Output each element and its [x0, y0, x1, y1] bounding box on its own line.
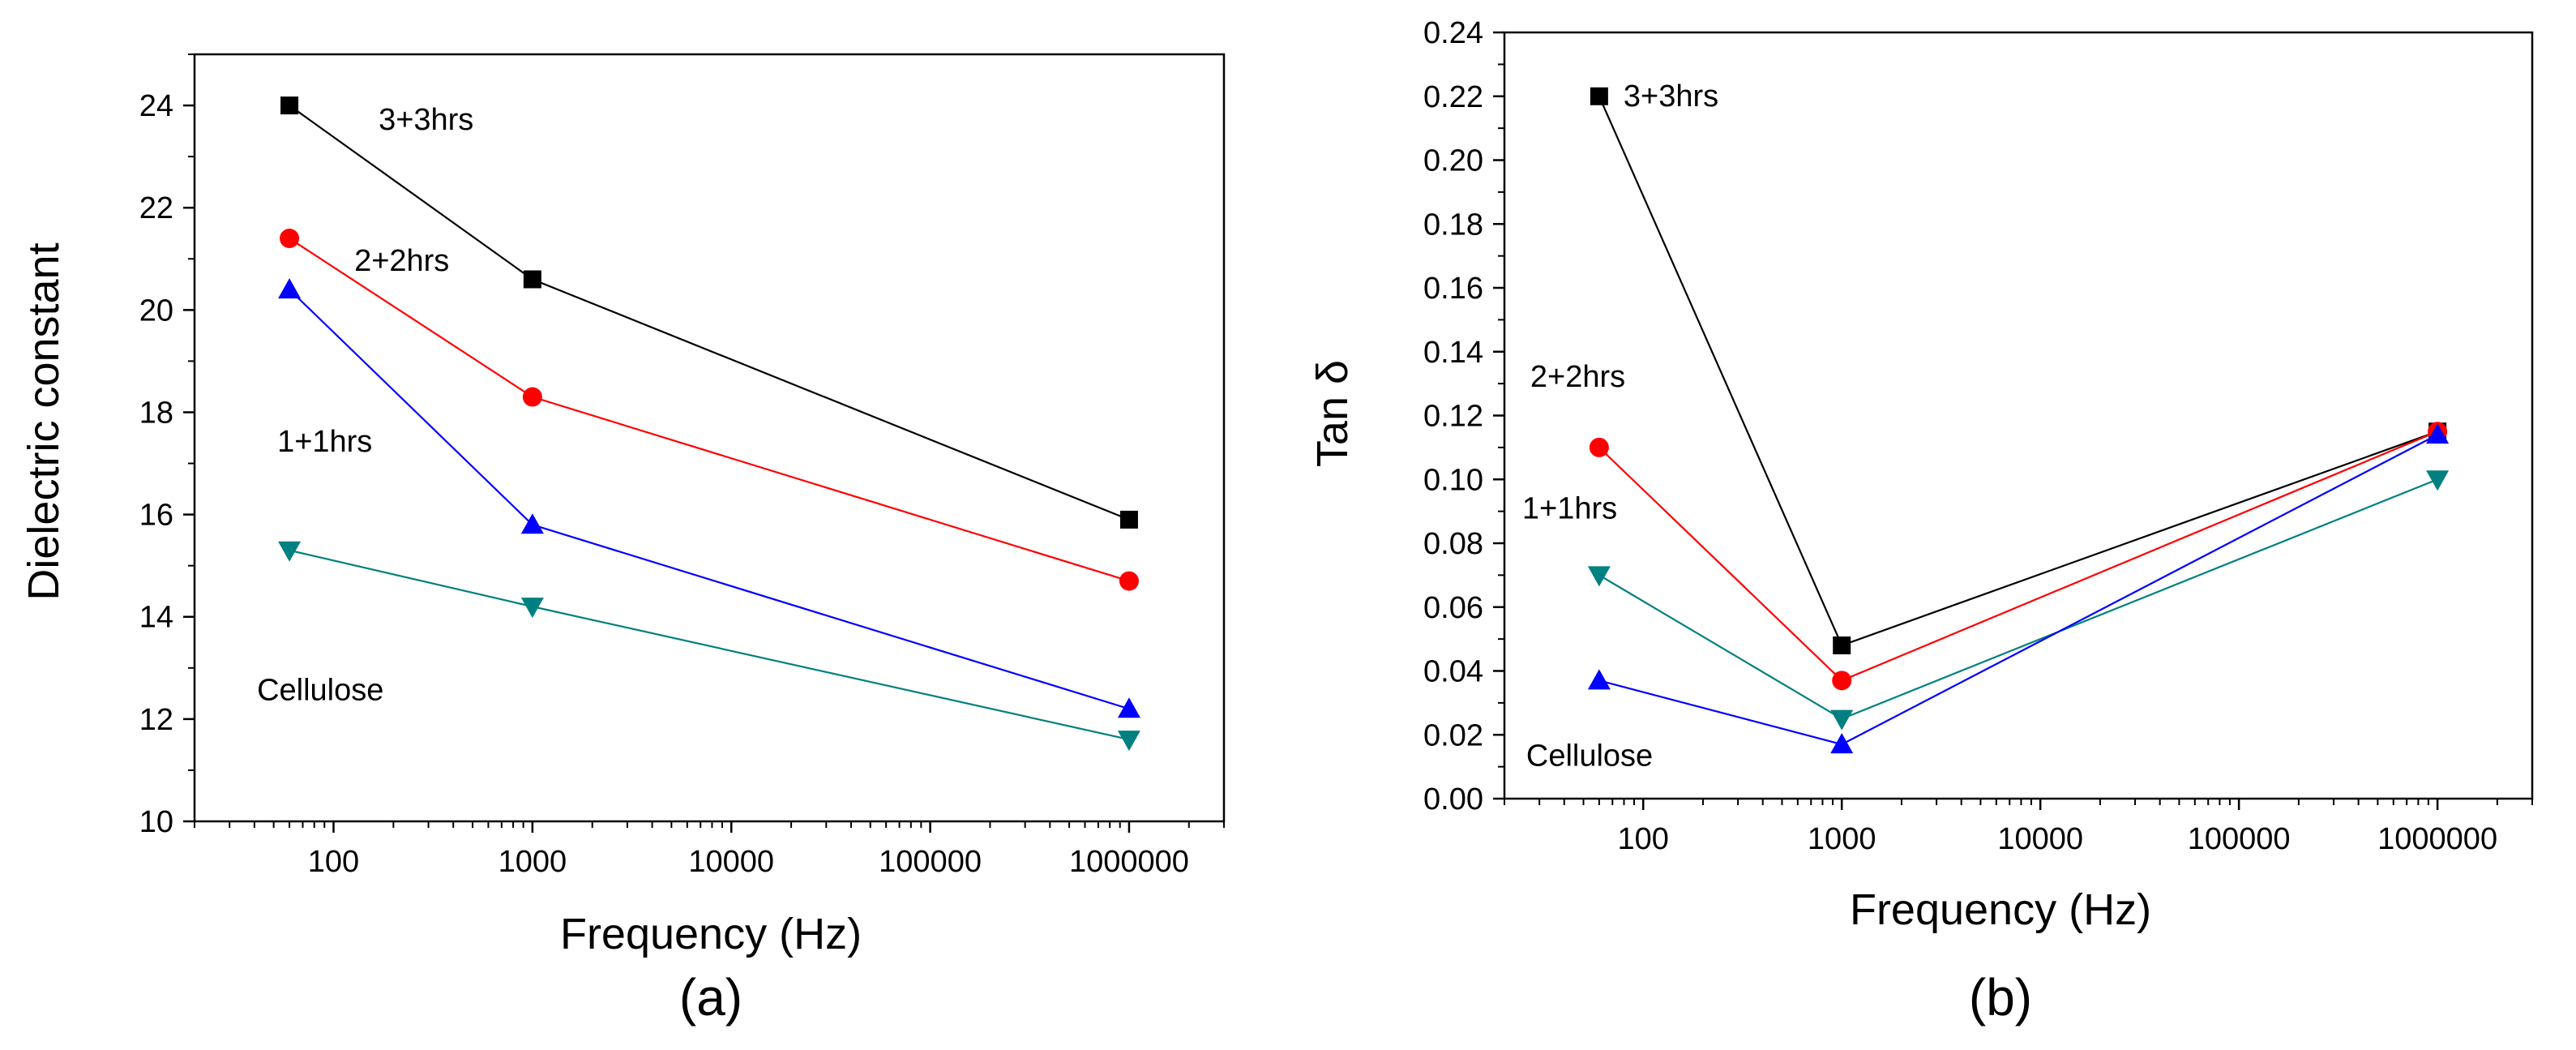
chart-b-y-tick-label: 0.12	[1423, 400, 1483, 434]
chart-b-series-label: 1+1hrs	[1522, 491, 1617, 525]
chart-b-data-point	[1590, 87, 1608, 105]
chart-a-y-tick-label: 22	[139, 191, 173, 225]
chart-a-y-tick-label: 14	[139, 601, 173, 635]
chart-a-series-label: 1+1hrs	[277, 425, 372, 459]
chart-a-x-tick-label: 10000	[688, 845, 774, 879]
chart-b-series-line	[1598, 96, 2438, 647]
chart-a-data-point	[280, 96, 299, 115]
chart-b-data-point	[1587, 669, 1611, 690]
chart-b-y-tick-label: 0.08	[1423, 527, 1483, 561]
chart-b-y-tick-label: 0.16	[1423, 272, 1483, 306]
chart-a-data-point	[520, 513, 544, 534]
chart-a-data-point	[1117, 697, 1140, 718]
chart-a-data-point	[520, 598, 544, 619]
chart-b-y-tick-label: 0.00	[1423, 782, 1483, 816]
chart-b-y-tick-label: 0.14	[1423, 336, 1483, 370]
chart-b-y-tick-label: 0.06	[1423, 591, 1483, 625]
chart-b-y-tick-label: 0.22	[1423, 80, 1483, 114]
chart-b-x-tick-label: 1000000	[2377, 822, 2497, 856]
chart-a-data-point	[280, 229, 300, 249]
chart-b-y-tick-label: 0.10	[1423, 463, 1483, 497]
chart-a-series-line	[289, 105, 1130, 521]
chart-a-y-tick-label: 12	[139, 703, 173, 737]
chart-a-x-tick-label: 1000	[499, 845, 567, 879]
chart-b-series-line	[1598, 431, 2438, 682]
chart-b-x-tick-label: 100	[1618, 822, 1669, 856]
chart-a-y-tick-label: 20	[139, 294, 173, 328]
chart-a-data-point	[278, 278, 302, 299]
chart-a-data-point	[523, 270, 541, 289]
chart-b-series-label: 3+3hrs	[1624, 79, 1718, 114]
chart-a-data-point	[278, 541, 302, 562]
chart-b-ylabel: Tan δ	[1308, 360, 1357, 467]
chart-a-series-label: 3+3hrs	[379, 103, 473, 137]
chart-a-plot: 100 1000 10000 100000 1000000 10 12 14 16 18 20 22 2…	[139, 53, 1226, 879]
chart-b-data-point	[1830, 733, 1854, 754]
chart-b-data-point	[1830, 709, 1854, 731]
chart-a-ylabel: Dielectric constant	[19, 242, 68, 600]
chart-b-data-point	[1587, 566, 1611, 587]
chart-a-data-point	[522, 387, 542, 407]
chart-a-x-tick-label: 100	[308, 845, 359, 879]
chart-a-frame	[193, 53, 1226, 823]
chart-a-x-tick-label: 100000	[879, 845, 982, 879]
chart-b-panel-label: (b)	[1969, 968, 2032, 1026]
chart-b-y-tick-label: 0.20	[1423, 144, 1483, 178]
chart-b-data-point	[1833, 636, 1851, 654]
chart-a-panel-label: (a)	[679, 968, 742, 1026]
chart-b-y-tick-label: 0.24	[1423, 16, 1483, 50]
chart-b-series-label: 2+2hrs	[1530, 360, 1625, 394]
chart-b-x-tick-label: 1000	[1808, 822, 1876, 856]
chart-a-series-label: 2+2hrs	[354, 244, 449, 278]
chart-b-y-tick-label: 0.04	[1423, 655, 1483, 689]
chart-b-data-point	[2426, 423, 2450, 444]
chart-a-y-tick-label: 10	[139, 805, 173, 839]
chart-b-plot: 100 1000 10000 100000 1000000 0.00 0.02 0.04 0.0…	[1423, 16, 2534, 856]
chart-b-data-point	[1832, 671, 1852, 691]
chart-a-data-point	[1119, 571, 1139, 591]
chart-b-y-tick-label: 0.18	[1423, 208, 1483, 242]
chart-a-data-point	[1119, 510, 1138, 529]
chart-a-data-point	[1117, 731, 1140, 752]
chart-b-x-tick-label: 100000	[2188, 822, 2291, 856]
chart-b-series-label: Cellulose	[1526, 739, 1653, 773]
chart-b-xlabel: Frequency (Hz)	[1850, 885, 2151, 934]
chart-a-x-tick-label: 1000000	[1069, 845, 1189, 879]
chart-b-frame	[1503, 31, 2534, 800]
chart-a-series-line	[289, 238, 1130, 582]
chart-a-series-label: Cellulose	[257, 674, 383, 708]
chart-a-xlabel: Frequency (Hz)	[560, 910, 862, 958]
chart-b-series-line	[1598, 434, 2438, 746]
chart-a-y-tick-label: 16	[139, 499, 173, 533]
chart-b-x-tick-label: 10000	[1997, 822, 2083, 856]
chart-b-series-line	[1598, 478, 2438, 720]
chart-b-data-point	[1589, 437, 1609, 457]
chart-b-y-tick-label: 0.02	[1423, 718, 1483, 752]
chart-a-y-tick-label: 24	[139, 89, 173, 123]
chart-a-y-tick-label: 18	[139, 396, 173, 430]
chart-b-data-point	[2426, 470, 2450, 491]
